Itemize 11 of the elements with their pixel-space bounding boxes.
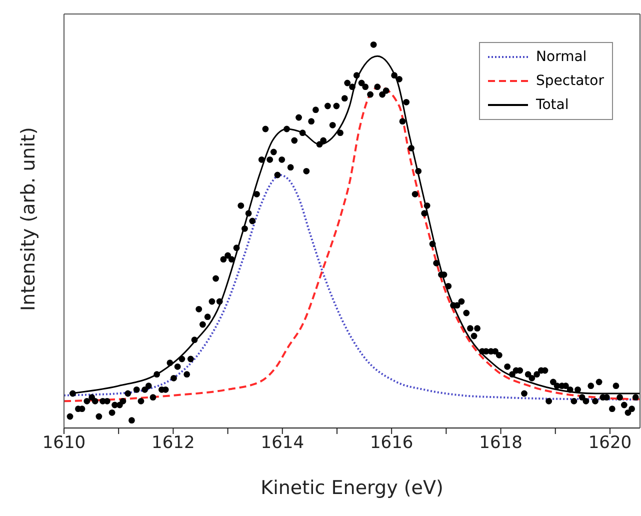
x-tick-label: 1616 (370, 433, 414, 454)
x-tick-label: 1620 (588, 433, 632, 454)
legend-label: Total (536, 97, 569, 113)
x-axis-title: Kinetic Energy (eV) (260, 477, 444, 499)
x-tick-label: 1618 (479, 433, 522, 454)
legend-label: Normal (536, 49, 587, 65)
x-tick-label: 1612 (152, 433, 195, 454)
x-tick-label: 1610 (42, 433, 86, 454)
y-axis-title: Intensity (arb. unit) (18, 127, 40, 311)
x-tick-label: 1614 (260, 433, 304, 454)
legend-label: Spectator (536, 73, 604, 89)
